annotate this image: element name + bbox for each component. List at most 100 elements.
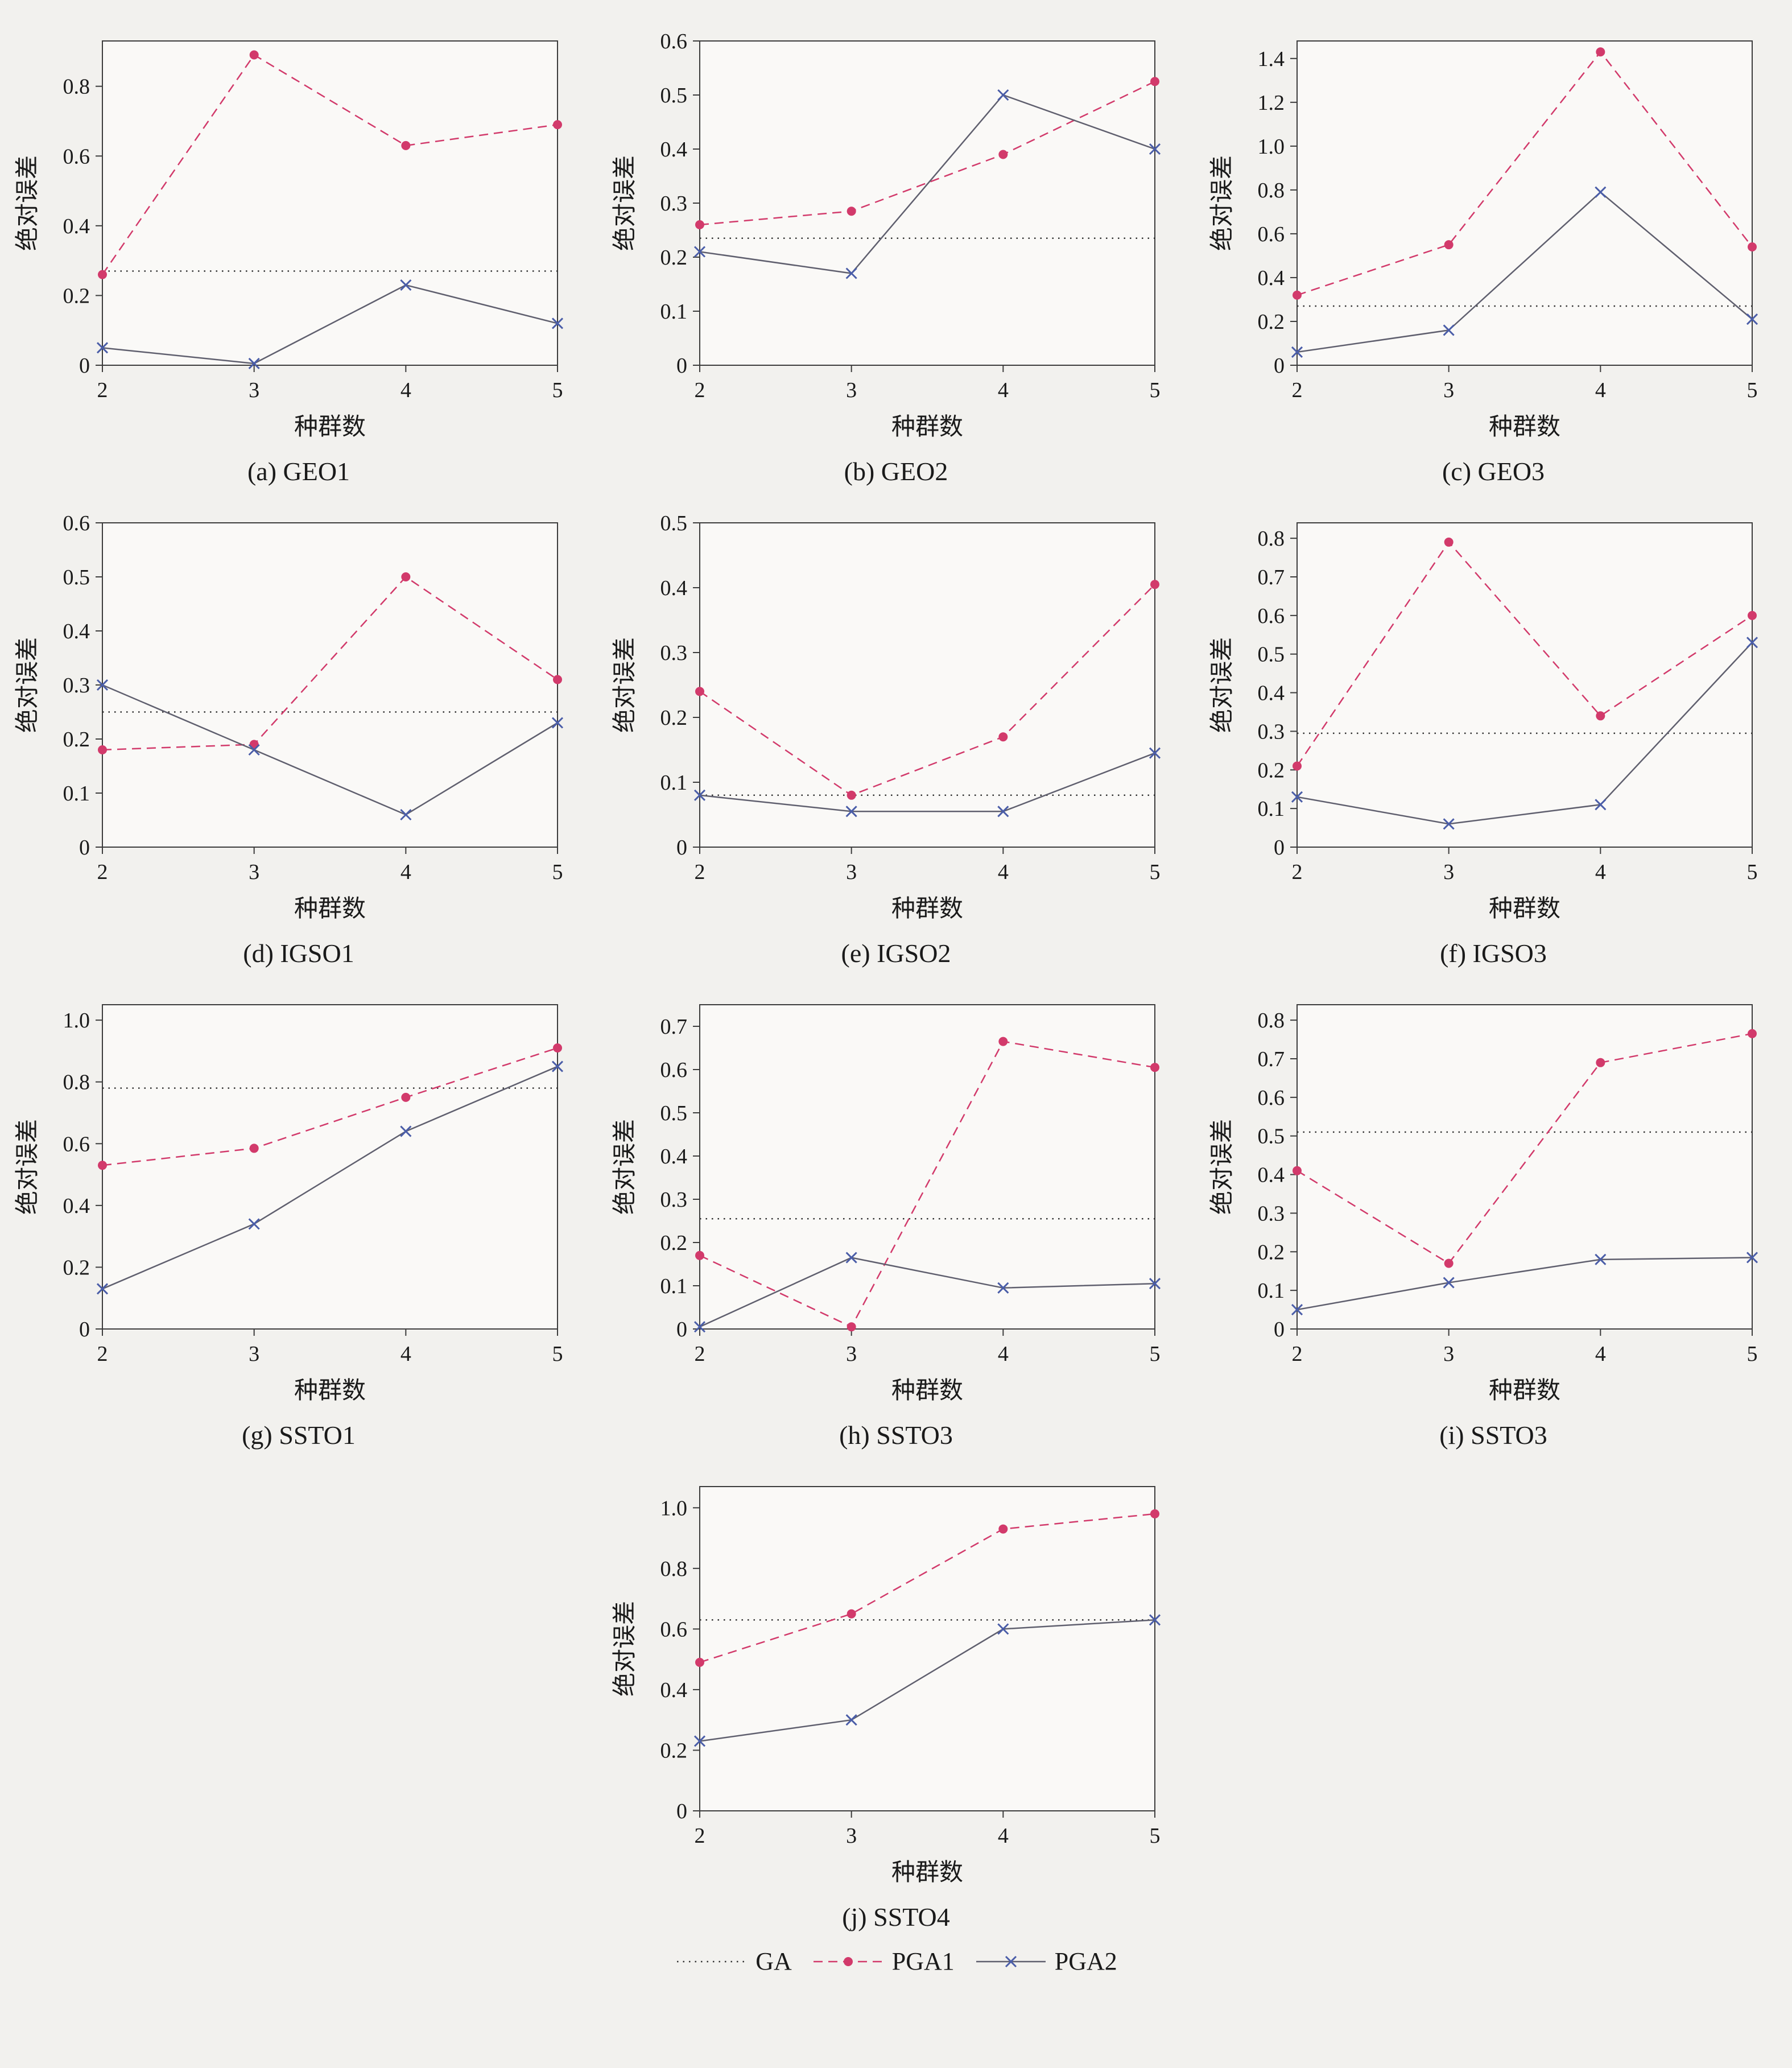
x-tick-label: 2 — [97, 1342, 108, 1366]
pga1-marker — [1596, 47, 1605, 57]
plot-frame — [1296, 40, 1753, 366]
plot-frame — [102, 40, 558, 366]
pga1-marker — [1150, 77, 1159, 86]
pga1-line — [102, 576, 558, 751]
pga2-marker — [1291, 346, 1303, 358]
y-ticks: 0 0.1 0.2 0.3 0.4 0.5 — [660, 511, 700, 860]
pga1-marker — [847, 1609, 856, 1619]
y-tick-label: 0.3 — [660, 1188, 688, 1212]
y-tick-label: 0.5 — [660, 84, 688, 108]
pga2-marker — [1149, 143, 1161, 155]
y-tick-label: 0.2 — [1258, 1240, 1285, 1264]
x-tick-label: 3 — [846, 1824, 857, 1848]
pga1-marker — [98, 1161, 107, 1170]
y-tick-label: 0.7 — [1258, 1047, 1285, 1071]
x-tick-label: 3 — [846, 860, 857, 884]
y-axis-label: 绝对误差 — [14, 637, 40, 733]
x-ticks: 2 3 4 5 — [1292, 1329, 1758, 1366]
pga2-marker — [1149, 747, 1161, 759]
plot-frame — [699, 1004, 1155, 1330]
pga2-marker — [845, 1252, 857, 1264]
x-axis-label: 种群数 — [891, 413, 963, 440]
pga2-line — [102, 684, 558, 816]
pga1-marker — [1293, 290, 1302, 300]
subplot-caption: (f) IGSO3 — [1440, 939, 1547, 968]
x-tick-label: 3 — [1443, 860, 1454, 884]
pga1-line — [1296, 540, 1753, 767]
x-tick-label: 5 — [1150, 378, 1161, 402]
x-tick-label: 5 — [1747, 378, 1758, 402]
x-axis-label: 种群数 — [1489, 895, 1560, 922]
subplot-caption: (b) GEO2 — [844, 457, 948, 486]
pga1-marker — [1150, 1509, 1159, 1518]
x-tick-label: 2 — [695, 1824, 705, 1848]
pga1-line — [1296, 1033, 1753, 1265]
y-ticks: 0 0.2 0.4 0.6 0.8 1.0 1.2 1.4 — [1258, 47, 1297, 378]
pga2-marker — [551, 1060, 564, 1072]
y-tick-label: 0.8 — [1258, 179, 1285, 203]
pga2-marker — [693, 246, 706, 258]
y-tick-label: 0.6 — [63, 1132, 90, 1156]
x-axis-label: 种群数 — [294, 895, 366, 922]
x-tick-label: 4 — [1595, 1342, 1606, 1366]
y-axis-label: 绝对误差 — [14, 155, 40, 251]
x-tick-label: 3 — [1443, 378, 1454, 402]
pga1-marker — [1748, 242, 1757, 252]
plot-frame — [699, 1486, 1155, 1811]
y-tick-label: 0.5 — [660, 1101, 688, 1125]
pga2-marker — [1595, 186, 1607, 198]
pga2-marker — [400, 808, 412, 821]
x-tick-label: 2 — [97, 860, 108, 884]
pga2-line — [1296, 191, 1753, 353]
pga1-marker — [249, 1144, 259, 1153]
series-pga2 — [96, 679, 564, 821]
x-tick-label: 4 — [1595, 860, 1606, 884]
series-pga1 — [1293, 537, 1757, 771]
x-axis-label: 种群数 — [294, 413, 366, 440]
subplot-caption: (e) IGSO2 — [841, 939, 951, 968]
y-tick-label: 0.3 — [63, 674, 90, 697]
pga1-marker — [1293, 761, 1302, 771]
pga1-marker — [553, 675, 562, 684]
x-tick-label: 4 — [400, 1342, 411, 1366]
x-ticks: 2 3 4 5 — [97, 847, 563, 884]
y-tick-label: 0.6 — [1258, 1086, 1285, 1110]
x-tick-label: 3 — [846, 378, 857, 402]
y-tick-label: 0.1 — [63, 782, 90, 806]
subplot-caption: (a) GEO1 — [247, 457, 350, 486]
plot-frame — [102, 1004, 558, 1330]
x-tick-label: 5 — [1747, 860, 1758, 884]
x-axis-label: 种群数 — [891, 1859, 963, 1885]
pga1-marker — [249, 50, 259, 60]
pga1-marker — [1150, 1063, 1159, 1072]
subplot-b: 2 3 4 5 0 0.1 0.2 0.3 0.4 0.5 0.6 绝对误差 种群数 (b) GEO2 — [597, 8, 1195, 486]
y-tick-label: 0 — [676, 1318, 687, 1341]
y-tick-label: 0.4 — [660, 138, 688, 162]
pga2-marker — [248, 357, 260, 369]
y-axis-label: 绝对误差 — [611, 1601, 638, 1696]
y-tick-label: 0.2 — [63, 284, 90, 308]
legend-item-ga: GA — [675, 1947, 792, 1976]
series-pga1 — [1293, 47, 1757, 300]
plot-frame — [1296, 1004, 1753, 1330]
y-tick-label: 0.2 — [1258, 758, 1285, 782]
pga2-marker — [1291, 1304, 1303, 1316]
series-pga2 — [96, 1060, 564, 1295]
pga2-line — [102, 1066, 558, 1290]
pga2-marker — [96, 342, 109, 354]
pga1-marker — [847, 790, 856, 800]
y-tick-label: 0.2 — [660, 706, 688, 730]
y-tick-label: 0.4 — [1258, 1163, 1285, 1187]
y-tick-label: 0.8 — [63, 75, 90, 99]
pga1-marker — [695, 687, 704, 696]
pga1-marker — [401, 141, 411, 150]
x-tick-label: 5 — [1747, 1342, 1758, 1366]
pga2-line — [699, 94, 1155, 274]
x-tick-label: 5 — [552, 860, 563, 884]
x-ticks: 2 3 4 5 — [695, 1329, 1161, 1366]
